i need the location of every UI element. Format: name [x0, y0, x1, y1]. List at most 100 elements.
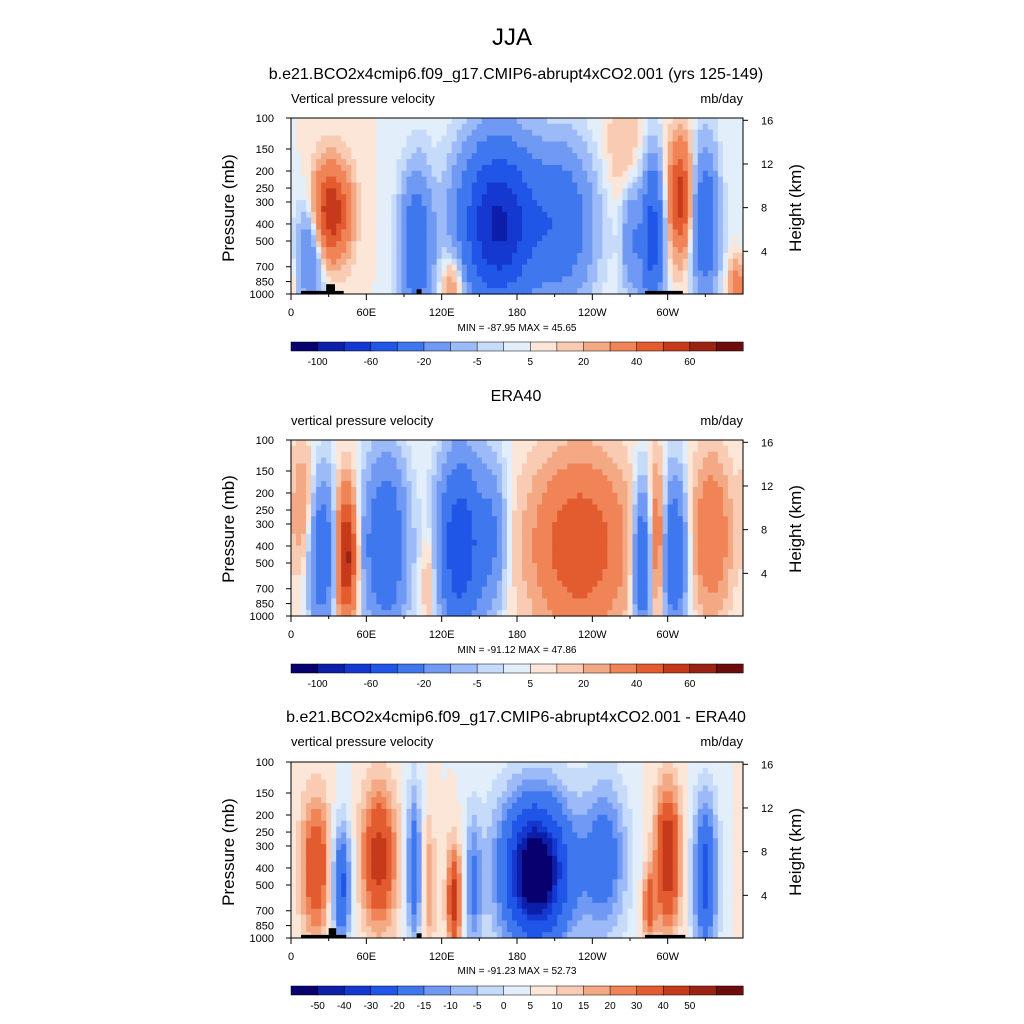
field-cell [607, 445, 614, 453]
field-cell [682, 440, 689, 447]
field-cell [311, 510, 317, 517]
field-cell [351, 451, 357, 459]
field-cell [707, 229, 714, 236]
field-cell [486, 235, 493, 242]
field-cell [471, 252, 478, 260]
field-cell [476, 528, 483, 535]
field-cell [702, 492, 709, 500]
field-cell [622, 118, 629, 125]
field-cell [506, 440, 513, 447]
field-cell [506, 545, 513, 553]
field-cell [517, 206, 523, 213]
field-cell [602, 451, 608, 459]
field-cell [717, 486, 724, 494]
field-cell [436, 569, 443, 576]
field-cell [722, 206, 729, 213]
field-cell [321, 451, 327, 459]
field-cell [587, 457, 593, 465]
field-cell [471, 574, 478, 582]
field-cell [456, 129, 463, 137]
field-cell [481, 258, 488, 266]
field-cell [336, 457, 342, 465]
field-cell [306, 457, 312, 465]
field-cell [597, 247, 603, 254]
field-cell [562, 516, 568, 523]
field-cell [687, 282, 694, 289]
field-cell [597, 522, 603, 529]
field-cell [517, 223, 523, 231]
field-cell [527, 481, 533, 488]
field-cell [296, 182, 302, 189]
field-cell [481, 492, 488, 500]
field-cell [296, 492, 302, 500]
field-cell [722, 153, 729, 160]
field-cell [401, 159, 408, 166]
field-cell [542, 516, 548, 523]
field-cell [552, 135, 558, 143]
field-cell [481, 522, 488, 529]
field-cell [547, 492, 553, 500]
field-cell [321, 247, 327, 254]
field-cell [552, 475, 558, 482]
field-cell [356, 182, 362, 189]
field-cell [647, 486, 654, 494]
field-cell [662, 206, 669, 213]
field-cell [391, 188, 398, 195]
field-cell [602, 247, 608, 254]
field-cell [592, 270, 598, 277]
field-cell [401, 288, 408, 295]
field-cell [496, 141, 503, 148]
field-cell [662, 217, 669, 225]
field-cell [491, 194, 498, 201]
field-cell [557, 492, 563, 500]
field-cell [542, 200, 548, 207]
field-cell [562, 252, 568, 260]
field-cell [602, 545, 608, 553]
field-cell [291, 580, 297, 588]
field-cell [627, 539, 634, 547]
field-cell [491, 206, 498, 213]
field-cell [356, 486, 362, 494]
field-cell [517, 475, 523, 482]
field-cell [501, 188, 508, 195]
field-cell [466, 282, 473, 289]
field-cell [296, 457, 302, 465]
field-cell [501, 528, 508, 535]
field-cell [511, 153, 518, 160]
field-cell [411, 510, 418, 517]
field-cell [592, 457, 598, 465]
field-cell [567, 182, 573, 189]
field-cell [341, 551, 347, 558]
field-cell [366, 170, 372, 178]
field-cell [331, 141, 337, 148]
field-cell [702, 182, 709, 189]
field-cell [501, 574, 508, 582]
field-cell [486, 176, 493, 184]
field-cell [496, 516, 503, 523]
field-cell [481, 247, 488, 254]
field-cell [456, 475, 463, 482]
field-cell [722, 510, 729, 517]
field-cell [707, 451, 714, 459]
field-cell [657, 539, 664, 547]
field-cell [707, 522, 714, 529]
field-cell [436, 252, 443, 260]
field-cell [597, 288, 603, 295]
field-cell [316, 182, 322, 189]
field-cell [652, 135, 659, 143]
field-cell [371, 522, 377, 529]
field-cell [506, 270, 513, 277]
field-cell [511, 159, 518, 166]
field-cell [517, 580, 523, 588]
field-cell [662, 551, 669, 558]
field-cell [431, 141, 438, 148]
field-cell [361, 440, 367, 447]
field-cell [301, 457, 307, 465]
field-cell [647, 118, 654, 125]
field-cell [662, 486, 669, 494]
field-cell [406, 123, 413, 131]
field-cell [396, 551, 403, 558]
field-cell [522, 135, 528, 143]
field-cell [426, 557, 433, 564]
field-cell [471, 563, 478, 570]
